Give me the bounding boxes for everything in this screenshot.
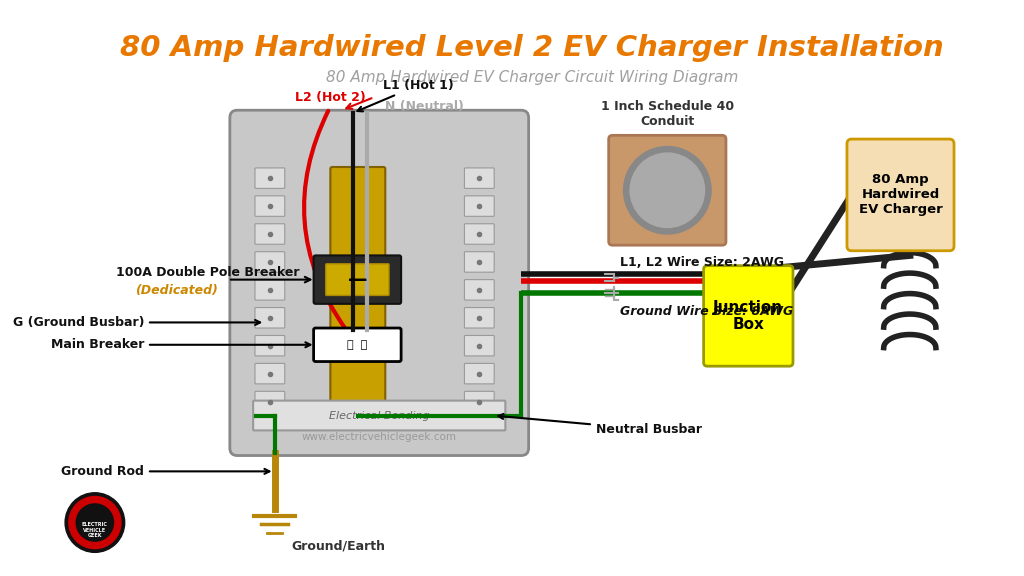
Text: ELECTRIC
VEHICLE
GEEK: ELECTRIC VEHICLE GEEK bbox=[82, 522, 108, 539]
FancyBboxPatch shape bbox=[465, 391, 495, 412]
Text: 100A Double Pole Breaker: 100A Double Pole Breaker bbox=[117, 266, 300, 279]
Circle shape bbox=[66, 493, 125, 552]
Circle shape bbox=[76, 504, 114, 541]
Circle shape bbox=[69, 497, 121, 548]
Text: 80 Amp Hardwired Level 2 EV Charger Installation: 80 Amp Hardwired Level 2 EV Charger Inst… bbox=[121, 34, 944, 62]
FancyBboxPatch shape bbox=[313, 328, 401, 362]
Text: L2 (Hot 2): L2 (Hot 2) bbox=[295, 90, 366, 104]
Circle shape bbox=[630, 153, 705, 228]
FancyBboxPatch shape bbox=[465, 363, 495, 384]
FancyBboxPatch shape bbox=[255, 168, 285, 188]
FancyBboxPatch shape bbox=[255, 308, 285, 328]
FancyBboxPatch shape bbox=[608, 135, 726, 245]
Text: 1 Inch Schedule 40
Conduit: 1 Inch Schedule 40 Conduit bbox=[601, 100, 734, 128]
FancyBboxPatch shape bbox=[229, 110, 528, 456]
FancyBboxPatch shape bbox=[255, 196, 285, 217]
Text: Ground/Earth: Ground/Earth bbox=[291, 539, 385, 552]
Text: www.electricvehiclegeek.com: www.electricvehiclegeek.com bbox=[302, 432, 457, 442]
Text: N (Neutral): N (Neutral) bbox=[385, 100, 464, 113]
FancyBboxPatch shape bbox=[255, 335, 285, 356]
FancyBboxPatch shape bbox=[465, 196, 495, 217]
FancyBboxPatch shape bbox=[255, 223, 285, 244]
Text: (Dedicated): (Dedicated) bbox=[135, 285, 218, 297]
FancyBboxPatch shape bbox=[326, 264, 389, 295]
Text: L1, L2 Wire Size: 2AWG: L1, L2 Wire Size: 2AWG bbox=[620, 256, 783, 270]
Text: —: — bbox=[348, 270, 367, 289]
FancyBboxPatch shape bbox=[465, 335, 495, 356]
Text: 80 Amp
Hardwired
EV Charger: 80 Amp Hardwired EV Charger bbox=[858, 173, 942, 217]
Text: ⏻  ⏻: ⏻ ⏻ bbox=[347, 340, 368, 350]
FancyBboxPatch shape bbox=[255, 391, 285, 412]
Text: Main Breaker: Main Breaker bbox=[51, 338, 310, 351]
FancyBboxPatch shape bbox=[465, 223, 495, 244]
Text: Ground Wire Size: 8AWG: Ground Wire Size: 8AWG bbox=[620, 305, 794, 318]
FancyBboxPatch shape bbox=[465, 279, 495, 300]
FancyBboxPatch shape bbox=[703, 266, 793, 366]
Text: 80 Amp Hardwired EV Charger Circuit Wiring Diagram: 80 Amp Hardwired EV Charger Circuit Wiri… bbox=[327, 70, 738, 85]
FancyBboxPatch shape bbox=[465, 252, 495, 272]
FancyBboxPatch shape bbox=[465, 308, 495, 328]
FancyBboxPatch shape bbox=[255, 363, 285, 384]
FancyBboxPatch shape bbox=[255, 252, 285, 272]
FancyBboxPatch shape bbox=[313, 255, 401, 304]
Text: Neutral Busbar: Neutral Busbar bbox=[499, 414, 701, 436]
FancyBboxPatch shape bbox=[465, 168, 495, 188]
Text: Ground Rod: Ground Rod bbox=[61, 465, 269, 478]
Text: L1 (Hot 1): L1 (Hot 1) bbox=[357, 78, 455, 111]
FancyBboxPatch shape bbox=[847, 139, 954, 251]
FancyBboxPatch shape bbox=[253, 401, 506, 430]
FancyBboxPatch shape bbox=[331, 167, 385, 403]
Text: Electrical Bonding: Electrical Bonding bbox=[329, 411, 429, 420]
Circle shape bbox=[624, 146, 711, 234]
FancyBboxPatch shape bbox=[255, 279, 285, 300]
Text: G (Ground Busbar): G (Ground Busbar) bbox=[12, 316, 260, 329]
Text: Junction
Box: Junction Box bbox=[714, 300, 783, 332]
